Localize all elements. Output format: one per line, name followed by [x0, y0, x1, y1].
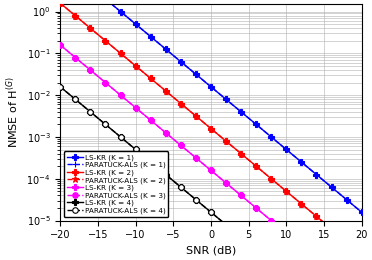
Legend: LS-KR (K = 1), PARATUCK-ALS (K = 1), LS-KR (K = 2), PARATUCK-ALS (K = 2), LS-KR : LS-KR (K = 1), PARATUCK-ALS (K = 1), LS-… — [64, 151, 169, 217]
Y-axis label: NMSE of H$^{(G)}$: NMSE of H$^{(G)}$ — [4, 76, 21, 148]
X-axis label: SNR (dB): SNR (dB) — [186, 246, 236, 256]
